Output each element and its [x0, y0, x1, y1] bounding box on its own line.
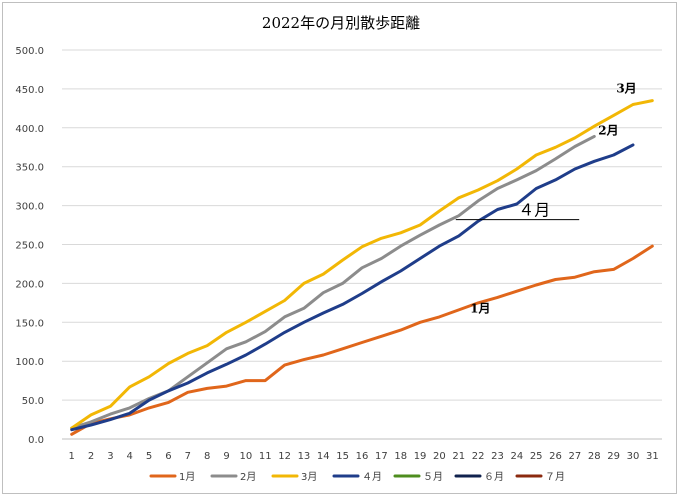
x-tick-label: 18	[394, 451, 407, 462]
y-tick-label: 350.0	[15, 163, 44, 174]
x-tick-label: 20	[433, 451, 446, 462]
x-tick-label: 25	[530, 451, 543, 462]
y-tick-label: 150.0	[15, 318, 44, 329]
y-tick-label: 250.0	[15, 241, 44, 252]
x-tick-label: 21	[452, 451, 465, 462]
legend-label: 1月	[179, 471, 195, 483]
series-line-4	[70, 143, 635, 432]
legend: 1月 2月 3月 ４月 ５月 ６月 ７月	[149, 471, 565, 483]
x-tick-label: 17	[375, 451, 388, 462]
gridlines	[62, 49, 662, 440]
x-tick-label: 23	[491, 451, 504, 462]
x-tick-label: 26	[549, 451, 562, 462]
series-line-1	[70, 244, 654, 436]
y-tick-label: 200.0	[15, 279, 44, 290]
y-tick-label: 500.0	[15, 46, 44, 57]
x-tick-label: 19	[414, 451, 427, 462]
legend-label: ６月	[484, 471, 504, 483]
series-lines	[70, 99, 654, 436]
annotation-march: 3月	[616, 82, 636, 96]
x-tick-label: 3	[107, 451, 113, 462]
x-tick-label: 16	[356, 451, 369, 462]
x-tick-label: 15	[336, 451, 349, 462]
x-tick-label: 24	[510, 451, 523, 462]
legend-label: ５月	[423, 471, 443, 483]
x-tick-label: 1	[68, 451, 74, 462]
x-tick-label: 11	[259, 451, 272, 462]
x-tick-label: 13	[298, 451, 311, 462]
legend-label: ７月	[545, 471, 565, 483]
annotation-april: ４月	[518, 201, 550, 220]
y-tick-label: 0.0	[28, 435, 44, 446]
x-tick-label: 2	[88, 451, 94, 462]
series-line-2	[70, 134, 596, 430]
legend-label: 3月	[301, 471, 317, 483]
x-tick-label: 22	[472, 451, 485, 462]
legend-label: ４月	[362, 471, 382, 483]
x-tick-label: 14	[317, 451, 330, 462]
x-tick-label: 29	[607, 451, 620, 462]
x-tick-label: 5	[146, 451, 152, 462]
series-line-3	[70, 99, 654, 430]
y-tick-label: 400.0	[15, 124, 44, 135]
annotation-january: 1月	[470, 302, 490, 316]
y-tick-label: 450.0	[15, 85, 44, 96]
y-tick-label: 100.0	[15, 357, 44, 368]
x-tick-label: 28	[588, 451, 601, 462]
x-tick-label: 4	[127, 451, 133, 462]
x-tick-label: 12	[278, 451, 291, 462]
y-tick-label: 50.0	[22, 396, 44, 407]
x-axis: 1 2 3 4 5 6 7 8 9 10 11 12 13 14 15 16 17 18 19 20 21 22 23 24 2…	[68, 451, 658, 462]
x-tick-label: 7	[185, 451, 191, 462]
x-tick-label: 30	[627, 451, 640, 462]
chart-title: 2022年の月別散歩距離	[262, 14, 420, 32]
x-tick-label: 27	[569, 451, 582, 462]
x-tick-label: 31	[646, 451, 659, 462]
x-tick-label: 10	[240, 451, 253, 462]
annotations: 3月 2月 ４月 1月	[455, 82, 637, 316]
x-tick-label: 8	[204, 451, 210, 462]
x-tick-label: 9	[223, 451, 229, 462]
x-tick-label: 6	[165, 451, 171, 462]
y-tick-label: 300.0	[15, 202, 44, 213]
y-axis: 0.0 50.0 100.0 150.0 200.0 250.0 300.0 350.0 400…	[15, 46, 44, 446]
legend-label: 2月	[240, 471, 256, 483]
annotation-february: 2月	[598, 123, 618, 137]
